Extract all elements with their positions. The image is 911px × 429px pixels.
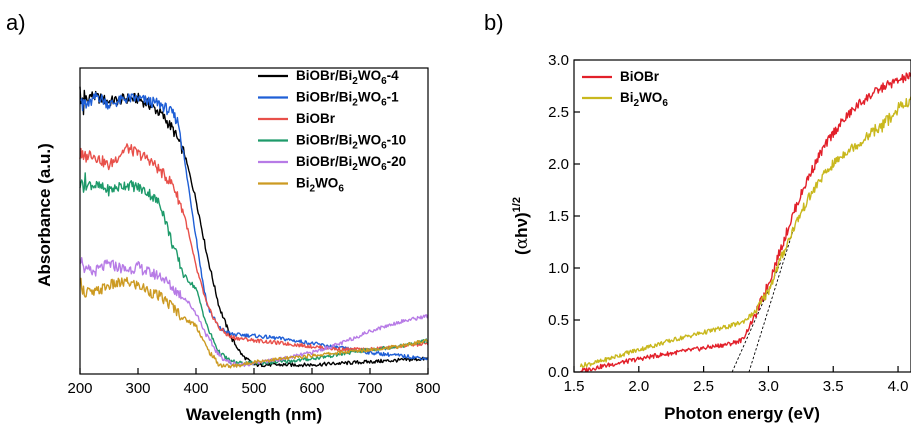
panel-a-legend-label-5: Bi2WO6	[296, 176, 344, 195]
panel-a-x-tick-label-6: 800	[415, 380, 440, 397]
panel-b-x-tick-label-5: 4.0	[888, 378, 909, 395]
panel-b-x-tick-label-4: 3.5	[823, 378, 844, 395]
panel-a-x-tick-label-0: 200	[67, 380, 92, 397]
panel-b-axes: 1.5 2.0 2.5 3.0 3.5 4.0 0.0 0.5 1.0 1.5 2.0 2.5 3.0	[548, 52, 908, 395]
panel-a-legend-label-0: BiOBr/Bi2WO6-4	[296, 68, 399, 87]
panel-b-y-tick-label-4: 2.0	[548, 156, 569, 173]
panel-b-series-line-0	[580, 72, 911, 373]
panel-b-x-axis-title: Photon energy (eV)	[664, 404, 820, 423]
panel-a-series-line-2	[79, 143, 429, 352]
panel-b-x-tick-label-0: 1.5	[564, 378, 585, 395]
panel-b-legend-label-1: Bi2WO6	[620, 90, 668, 109]
panel-a-legend-label-2: BiOBr	[296, 111, 336, 126]
panel-a-label: a)	[6, 10, 26, 35]
panel-b-x-tick-label-2: 2.5	[693, 378, 714, 395]
panel-b-y-tick-label-0: 0.0	[548, 364, 569, 381]
panel-a-y-axis-title: Absorbance (a.u.)	[35, 143, 54, 287]
panel-a-x-tick-label-2: 400	[183, 380, 208, 397]
panel-a: a) Absorbance (a.u.) Wavelength (nm) 200…	[6, 10, 441, 424]
panel-b-legend-label-0: BiOBr	[620, 69, 660, 84]
panel-a-series-line-3	[79, 172, 429, 366]
panel-b-y-tick-label-1: 0.5	[548, 312, 569, 329]
panel-a-x-axis: 200 300 400 500 600 700 800	[67, 368, 441, 397]
panel-b-label: b)	[484, 10, 504, 35]
panel-b-x-tick-label-3: 3.0	[758, 378, 779, 395]
panel-b-series-line-1	[579, 96, 911, 369]
panel-a-series-group	[79, 86, 429, 369]
panel-b-series-group	[579, 72, 911, 373]
panel-a-x-tick-label-5: 700	[357, 380, 382, 397]
panel-b-y-tick-label-3: 1.5	[548, 208, 569, 225]
panel-a-plot-frame	[79, 67, 429, 375]
panel-a-legend: BiOBr/Bi2WO6-4 BiOBr/Bi2WO6-1 BiOBr BiOBr/B…	[258, 68, 406, 195]
panel-a-x-tick-label-3: 500	[241, 380, 266, 397]
panel-a-legend-label-4: BiOBr/Bi2WO6-20	[296, 154, 406, 173]
panel-a-x-axis-title: Wavelength (nm)	[186, 405, 322, 424]
panel-b-plot-frame	[573, 59, 911, 373]
panel-a-x-tick-label-4: 600	[299, 380, 324, 397]
panel-a-series-line-5	[79, 276, 429, 369]
panel-b-legend: BiOBr Bi2WO6	[582, 69, 668, 109]
panel-b-y-axis-title: (αhν)1/2	[511, 197, 532, 255]
panel-b-y-tick-label-5: 2.5	[548, 104, 569, 121]
panel-a-legend-label-1: BiOBr/Bi2WO6-1	[296, 90, 399, 109]
panel-b-y-tick-label-6: 3.0	[548, 52, 569, 69]
panel-b-tangent-line-1	[748, 226, 795, 373]
panel-b: b) (αhν)1/2 Photon energy (eV) 1.5 2.0 2.5…	[484, 10, 911, 423]
panel-b-x-tick-label-1: 2.0	[628, 378, 649, 395]
panel-a-series-line-0	[79, 86, 429, 368]
panel-b-y-tick-label-2: 1.0	[548, 260, 569, 277]
panel-a-legend-label-3: BiOBr/Bi2WO6-10	[296, 133, 406, 152]
panel-a-x-tick-label-1: 300	[125, 380, 150, 397]
